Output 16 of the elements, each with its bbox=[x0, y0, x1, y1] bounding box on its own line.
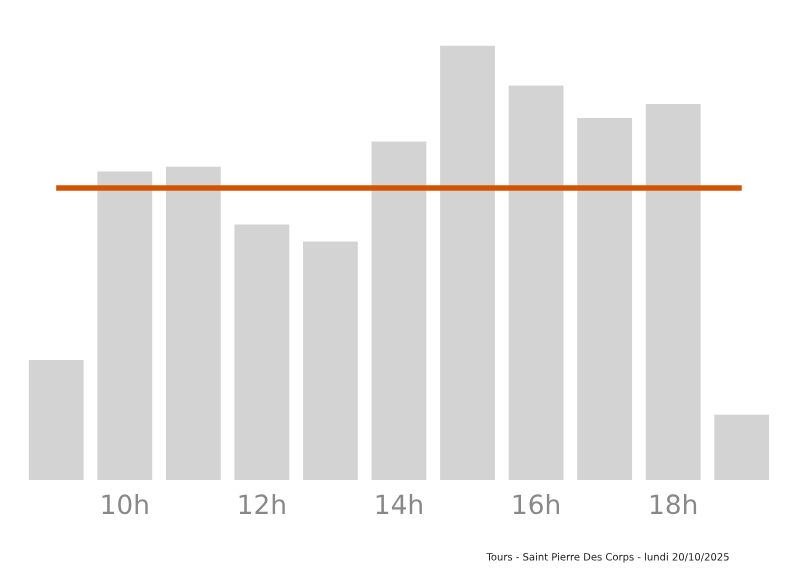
bar bbox=[440, 45, 495, 480]
bar bbox=[234, 224, 290, 480]
x-tick-label: 16h bbox=[513, 493, 559, 515]
x-tick-label: 10h bbox=[102, 493, 148, 515]
bar bbox=[371, 141, 427, 480]
x-tick-label: 12h bbox=[239, 493, 285, 514]
bar bbox=[645, 104, 701, 480]
bar bbox=[303, 241, 358, 480]
x-tick-label: 18h bbox=[650, 493, 697, 515]
bar bbox=[714, 414, 770, 480]
x-tick-label: 14h bbox=[376, 493, 422, 514]
bar bbox=[97, 171, 153, 480]
bar bbox=[165, 166, 221, 480]
bar bbox=[28, 360, 84, 480]
bar bbox=[577, 117, 633, 480]
bar bbox=[508, 85, 564, 480]
